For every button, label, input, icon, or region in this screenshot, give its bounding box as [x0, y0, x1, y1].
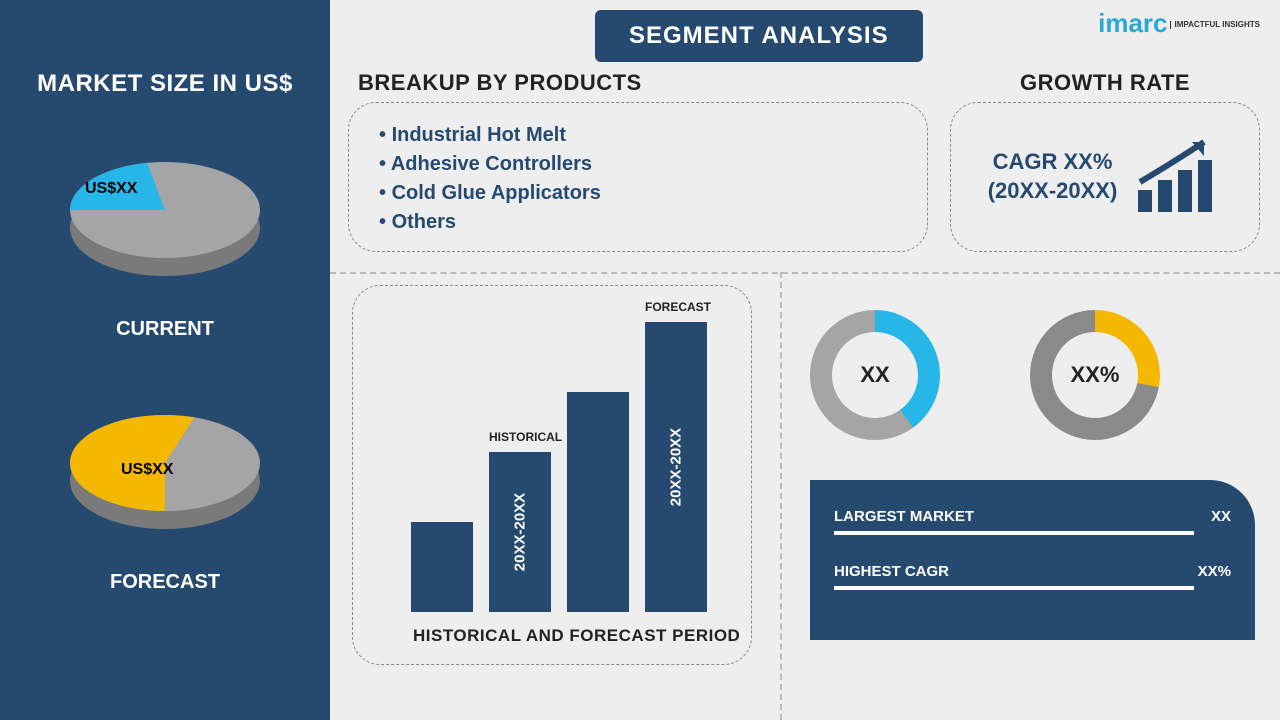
bar-top-label: FORECAST — [645, 300, 707, 314]
logo: imarcIMPACTFUL INSIGHTS — [1098, 8, 1260, 39]
product-item: Cold Glue Applicators — [379, 179, 897, 208]
pie-current-label: CURRENT — [0, 318, 330, 341]
right-panel: SEGMENT ANALYSIS imarcIMPACTFUL INSIGHTS… — [330, 0, 1280, 720]
stat-cagr-value: XX% — [1198, 563, 1231, 580]
cagr-line2: (20XX-20XX) — [988, 177, 1118, 206]
stat-label-largest: LARGEST MARKET XX — [834, 508, 1231, 525]
stats-panel: LARGEST MARKET XX HIGHEST CAGR XX% — [810, 480, 1255, 640]
horizontal-divider — [330, 272, 1280, 274]
bar — [567, 392, 629, 612]
pie-forecast: US$XX — [55, 391, 275, 551]
bar-chart: HISTORICAL20XX-20XXFORECAST20XX-20XX — [411, 322, 707, 612]
donut-cagr: XX% — [1030, 310, 1160, 440]
growth-chart-icon — [1132, 132, 1222, 222]
bar-top-label: HISTORICAL — [489, 430, 551, 444]
pie-forecast-label: FORECAST — [0, 571, 330, 594]
product-item: Industrial Hot Melt — [379, 121, 897, 150]
pie-current-value: US$XX — [85, 180, 137, 198]
pie-current-svg — [55, 138, 275, 298]
stat-largest-label: LARGEST MARKET — [834, 508, 974, 525]
stat-row-cagr: HIGHEST CAGR XX% — [834, 563, 1231, 590]
historical-forecast-box: HISTORICAL20XX-20XXFORECAST20XX-20XX HIS… — [352, 285, 752, 665]
pie-forecast-value: US$XX — [121, 461, 173, 479]
growth-title: GROWTH RATE — [1020, 70, 1190, 96]
products-title: BREAKUP BY PRODUCTS — [358, 70, 642, 96]
stat-bar-largest — [834, 531, 1194, 535]
bar — [411, 522, 473, 612]
vertical-divider — [780, 272, 782, 720]
logo-tagline: IMPACTFUL INSIGHTS — [1170, 21, 1260, 29]
product-item: Adhesive Controllers — [379, 150, 897, 179]
donut-largest: XX — [810, 310, 940, 440]
bar-range: 20XX-20XX — [668, 428, 685, 506]
logo-text: imarc — [1098, 8, 1167, 38]
left-panel: MARKET SIZE IN US$ US$XX CURRENT US$XX F… — [0, 0, 330, 720]
hist-caption: HISTORICAL AND FORECAST PERIOD — [413, 626, 740, 646]
bar-range: 20XX-20XX — [512, 493, 529, 571]
stat-bar-cagr — [834, 586, 1194, 590]
donut-row: XX XX% — [810, 310, 1160, 440]
cagr-line1: CAGR XX% — [988, 148, 1118, 177]
donut-cagr-value: XX% — [1030, 310, 1160, 440]
stat-cagr-label: HIGHEST CAGR — [834, 563, 949, 580]
bar: FORECAST20XX-20XX — [645, 322, 707, 612]
page-title: SEGMENT ANALYSIS — [595, 10, 923, 62]
market-size-title: MARKET SIZE IN US$ — [0, 70, 330, 98]
bar: HISTORICAL20XX-20XX — [489, 452, 551, 612]
products-box: Industrial Hot MeltAdhesive ControllersC… — [348, 102, 928, 252]
products-list: Industrial Hot MeltAdhesive ControllersC… — [379, 121, 897, 237]
stat-row-largest: LARGEST MARKET XX — [834, 508, 1231, 535]
donut-largest-value: XX — [810, 310, 940, 440]
cagr-text: CAGR XX% (20XX-20XX) — [988, 148, 1118, 205]
pie-current: US$XX — [55, 138, 275, 298]
product-item: Others — [379, 208, 897, 237]
stat-label-cagr: HIGHEST CAGR XX% — [834, 563, 1231, 580]
stat-largest-value: XX — [1211, 508, 1231, 525]
growth-box: CAGR XX% (20XX-20XX) — [950, 102, 1260, 252]
